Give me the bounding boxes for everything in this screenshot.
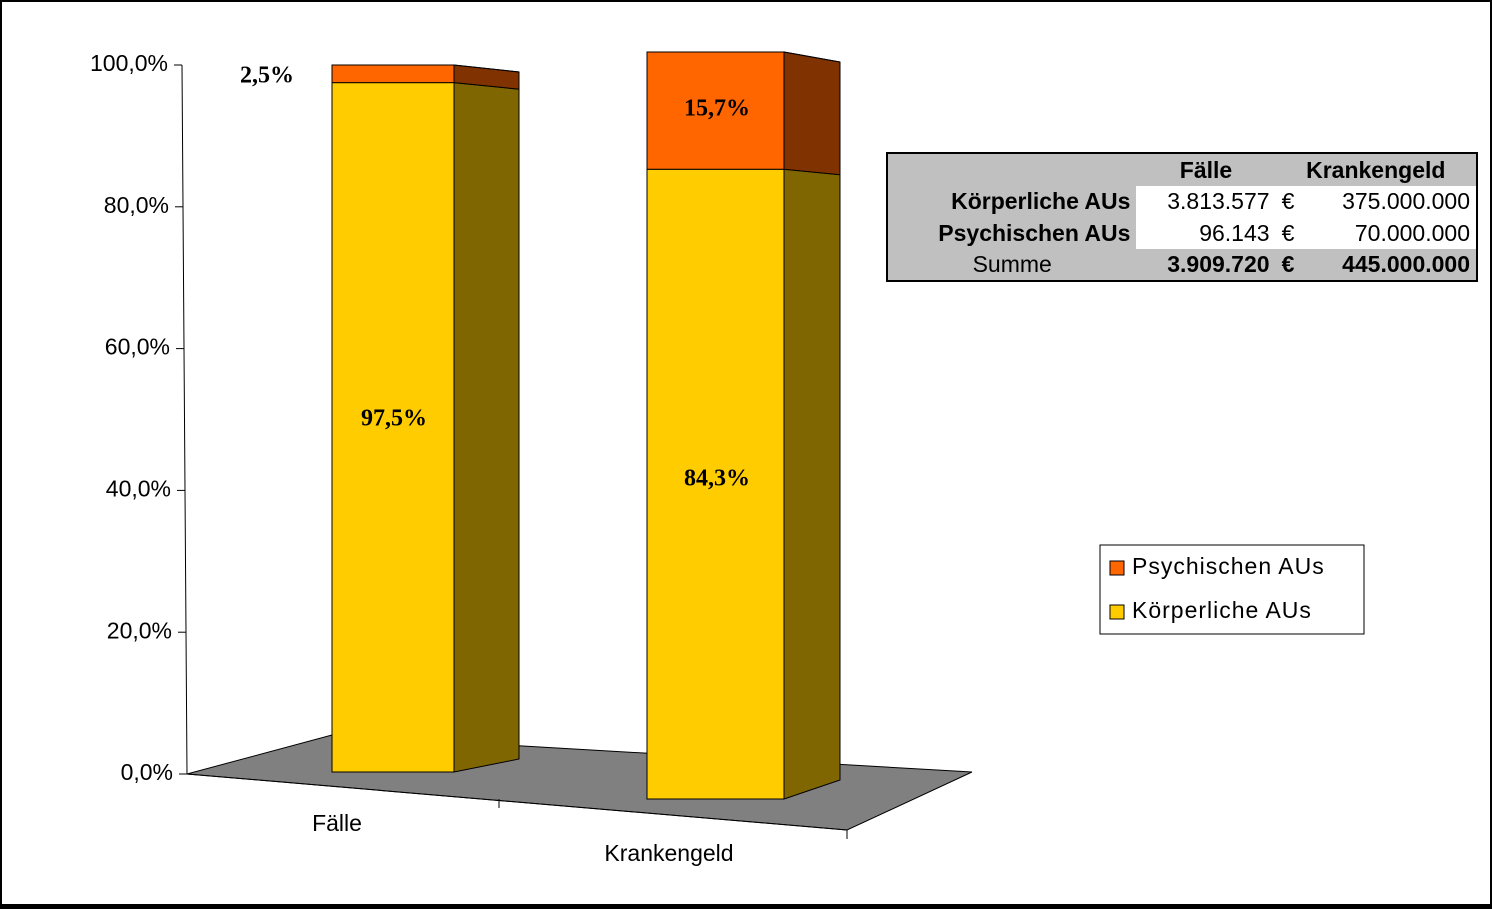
value-label: 2,5% xyxy=(240,63,294,89)
legend xyxy=(1099,544,1365,635)
value-label: 15,7% xyxy=(684,96,750,122)
row-label: Psychischen AUs xyxy=(938,219,1131,246)
cell: 70.000.000 xyxy=(1305,217,1476,249)
table-header: Krankengeld xyxy=(1306,156,1446,183)
cell: € xyxy=(1275,185,1306,217)
value-label: 84,3% xyxy=(684,466,750,492)
bar-side xyxy=(783,51,841,176)
bar-top xyxy=(453,64,520,73)
legend-label: Psychischen AUs xyxy=(1132,553,1325,579)
data-table: Fälle Krankengeld Körperliche AUs 3.813.57… xyxy=(886,152,1478,282)
y-tick-label: 0,0% xyxy=(121,759,173,785)
legend-swatch xyxy=(1109,560,1125,576)
cell: 375.000.000 xyxy=(1305,185,1476,217)
cell: 445.000.000 xyxy=(1342,251,1470,278)
cell: 96.143 xyxy=(1136,217,1276,249)
row-label: Körperliche AUs xyxy=(951,188,1131,215)
table-header: Fälle xyxy=(1179,156,1233,183)
floor xyxy=(186,734,973,831)
cell: € xyxy=(1275,217,1306,249)
legend-label: Körperliche AUs xyxy=(1132,597,1312,623)
x-tick-label: Fälle xyxy=(312,810,362,836)
x-axis xyxy=(186,773,848,831)
cell: 3.909.720 xyxy=(1167,251,1270,278)
bar-side xyxy=(453,82,520,773)
cell: € xyxy=(1281,251,1295,278)
y-tick-label: 60,0% xyxy=(105,334,170,360)
legend-swatch xyxy=(1109,604,1125,620)
y-tick-label: 100,0% xyxy=(90,50,168,76)
value-label: 97,5% xyxy=(361,406,427,432)
x-tick-label: Krankengeld xyxy=(604,840,733,866)
row-label: Summe xyxy=(972,251,1052,278)
cell: 3.813.577 xyxy=(1136,185,1276,217)
bar-top xyxy=(783,51,841,63)
bar xyxy=(331,64,455,84)
y-tick-label: 20,0% xyxy=(107,617,172,643)
y-tick-label: 40,0% xyxy=(106,475,171,501)
y-axis xyxy=(181,64,188,775)
bar-side xyxy=(783,168,841,800)
y-tick-label: 80,0% xyxy=(104,192,169,218)
